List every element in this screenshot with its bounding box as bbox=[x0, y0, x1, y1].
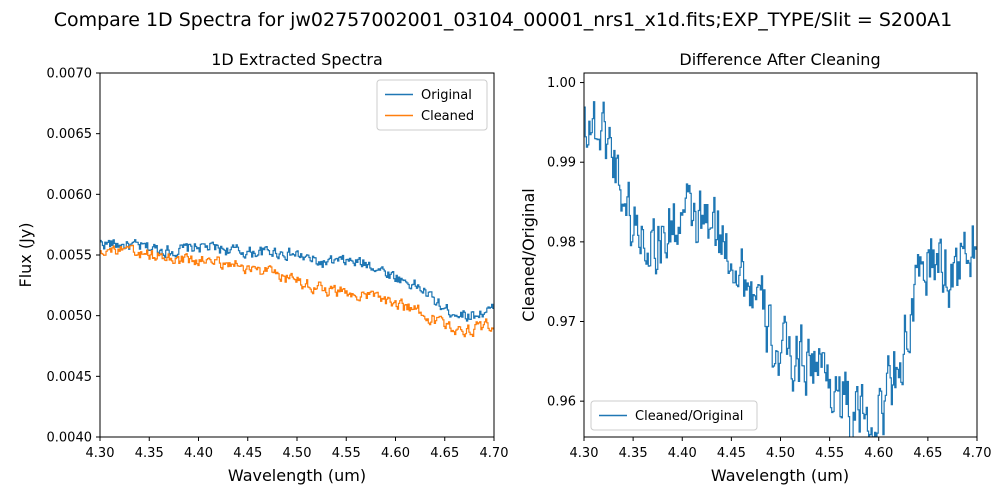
y-tick-label: 0.97 bbox=[547, 315, 576, 330]
y-tick-label: 0.0045 bbox=[47, 370, 93, 385]
legend: Cleaned/Original bbox=[590, 400, 758, 431]
series-line-original bbox=[100, 239, 494, 322]
ratio-panel: Difference After Cleaning Wavelength (um… bbox=[519, 50, 991, 485]
x-tick-label: 4.35 bbox=[619, 446, 648, 461]
y-tick-label: 0.0040 bbox=[47, 431, 93, 446]
x-tick-label: 4.55 bbox=[332, 446, 361, 461]
y-tick-label: 0.99 bbox=[547, 156, 576, 171]
x-tick-label: 4.65 bbox=[430, 446, 459, 461]
x-tick-label: 4.60 bbox=[381, 446, 410, 461]
x-tick-label: 4.70 bbox=[963, 446, 992, 461]
series-line-cleaned-original bbox=[584, 101, 977, 437]
spectra-ylabel: Flux (Jy) bbox=[16, 222, 35, 287]
x-tick-label: 4.50 bbox=[766, 446, 795, 461]
y-tick-label: 0.0055 bbox=[47, 249, 93, 264]
legend: Original Cleaned bbox=[376, 79, 488, 131]
spectra-xlabel: Wavelength (um) bbox=[228, 466, 366, 485]
ratio-xlabel: Wavelength (um) bbox=[711, 466, 849, 485]
x-tick-label: 4.70 bbox=[480, 446, 509, 461]
x-tick-label: 4.40 bbox=[184, 446, 213, 461]
x-tick-label: 4.55 bbox=[815, 446, 844, 461]
y-tick-label: 0.96 bbox=[547, 395, 576, 410]
series-line-cleaned bbox=[100, 244, 494, 338]
x-tick-label: 4.45 bbox=[717, 446, 746, 461]
x-tick-label: 4.40 bbox=[668, 446, 697, 461]
x-tick-label: 4.45 bbox=[233, 446, 262, 461]
x-tick-label: 4.60 bbox=[864, 446, 893, 461]
ratio-ylabel: Cleaned/Original bbox=[519, 188, 538, 321]
x-tick-label: 4.65 bbox=[913, 446, 942, 461]
y-tick-label: 0.0070 bbox=[47, 67, 93, 82]
spectra-panel: 1D Extracted Spectra Wavelength (um) Flu… bbox=[16, 50, 508, 485]
ratio-panel-title: Difference After Cleaning bbox=[679, 50, 880, 69]
x-tick-label: 4.30 bbox=[570, 446, 599, 461]
x-tick-label: 4.50 bbox=[283, 446, 312, 461]
y-tick-label: 0.98 bbox=[547, 235, 576, 250]
figure-suptitle: Compare 1D Spectra for jw02757002001_031… bbox=[54, 9, 953, 31]
y-tick-label: 0.0065 bbox=[47, 127, 93, 142]
spectra-panel-title: 1D Extracted Spectra bbox=[211, 50, 383, 69]
y-tick-label: 1.00 bbox=[547, 76, 576, 91]
legend-label: Original bbox=[421, 88, 472, 103]
x-tick-label: 4.35 bbox=[135, 446, 164, 461]
legend-label: Cleaned/Original bbox=[635, 409, 743, 424]
y-tick-label: 0.0060 bbox=[47, 188, 93, 203]
legend-label: Cleaned bbox=[421, 109, 474, 124]
y-tick-label: 0.0050 bbox=[47, 309, 93, 324]
x-tick-label: 4.30 bbox=[86, 446, 115, 461]
